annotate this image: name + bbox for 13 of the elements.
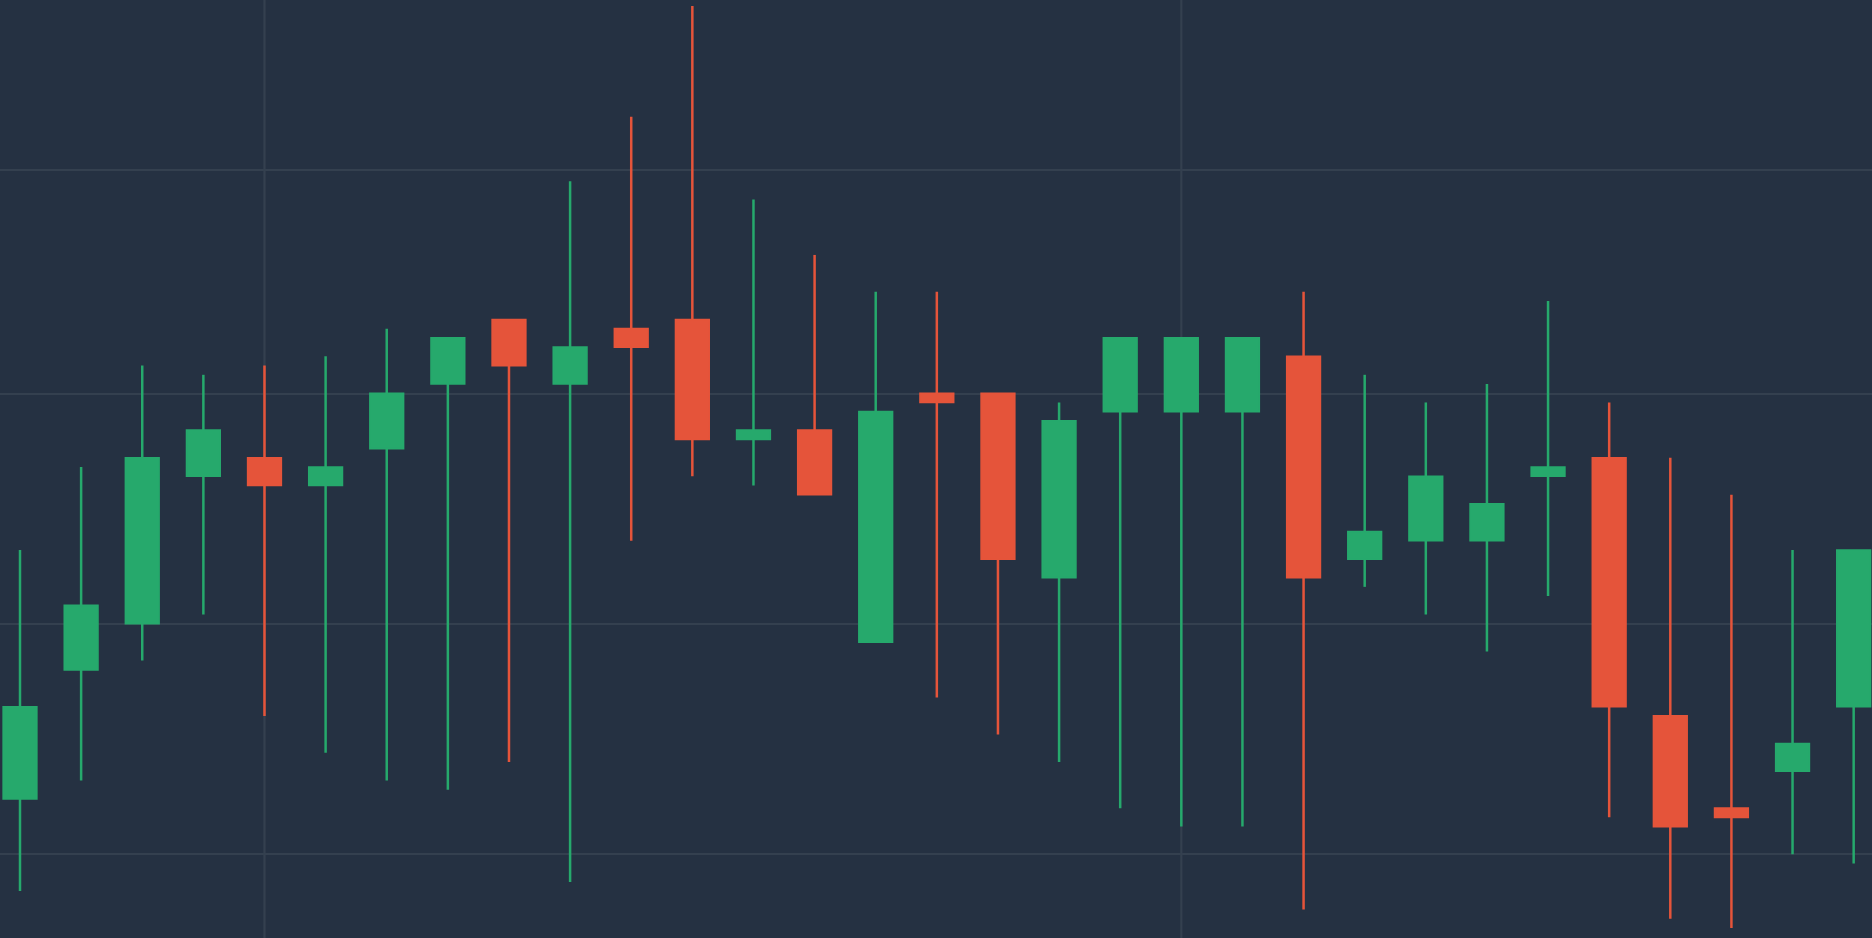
candlestick xyxy=(491,318,527,764)
candlestick xyxy=(1713,493,1750,930)
candlestick xyxy=(919,290,955,699)
candlestick xyxy=(185,373,222,616)
candlestick xyxy=(430,336,466,791)
candlestick xyxy=(613,115,649,543)
candlestick xyxy=(307,355,344,755)
candlestick xyxy=(735,198,772,487)
candlestick xyxy=(1469,382,1505,653)
candlestick xyxy=(1530,299,1566,598)
candlestick xyxy=(1774,548,1811,856)
candlestick xyxy=(1347,373,1383,589)
candlestick xyxy=(552,179,588,884)
